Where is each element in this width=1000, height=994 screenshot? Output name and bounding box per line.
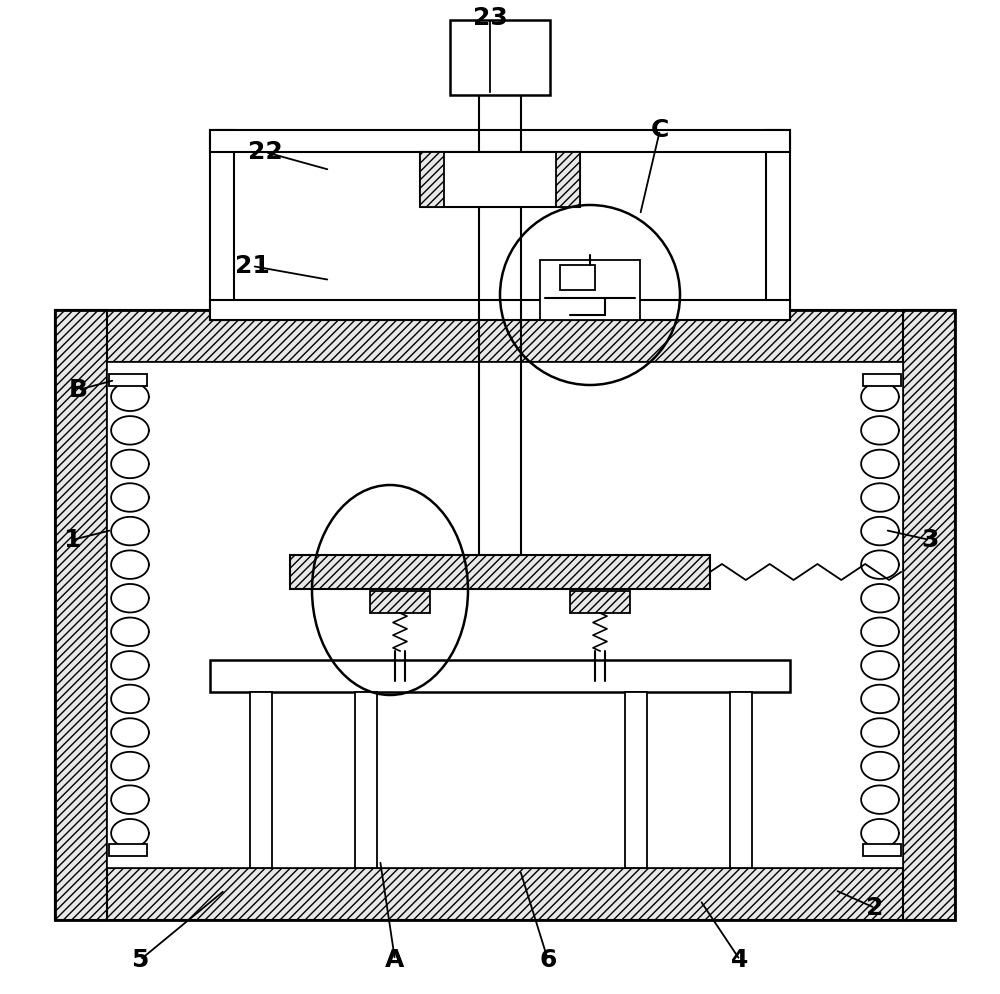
Bar	[109, 374, 147, 386]
Text: 23: 23	[473, 6, 507, 30]
Text: 5: 5	[131, 948, 149, 972]
Bar	[540, 260, 640, 320]
Bar	[625, 692, 647, 868]
Bar	[420, 152, 444, 207]
Bar	[863, 844, 901, 856]
Text: 2: 2	[866, 896, 884, 920]
Bar	[250, 692, 272, 868]
Bar	[290, 555, 710, 589]
Bar	[210, 300, 790, 320]
Bar	[109, 844, 147, 856]
Text: 6: 6	[539, 948, 557, 972]
Text: 1: 1	[63, 528, 81, 552]
Bar	[730, 692, 752, 868]
Text: C: C	[651, 118, 669, 142]
Bar	[903, 310, 955, 920]
Bar	[55, 310, 955, 920]
Text: B: B	[69, 378, 88, 402]
Bar	[210, 130, 790, 152]
Bar	[560, 265, 595, 290]
Bar	[370, 591, 430, 613]
Bar	[450, 20, 550, 95]
Bar	[55, 868, 955, 920]
Bar	[766, 130, 790, 320]
Bar	[107, 362, 903, 868]
Text: 3: 3	[921, 528, 939, 552]
Bar	[210, 660, 790, 692]
Text: 22: 22	[248, 140, 282, 164]
Bar	[55, 310, 955, 362]
Bar	[570, 591, 630, 613]
Text: 4: 4	[731, 948, 749, 972]
Text: A: A	[385, 948, 405, 972]
Bar	[556, 152, 580, 207]
Bar	[420, 152, 580, 207]
Bar	[863, 374, 901, 386]
Bar	[355, 692, 377, 868]
Bar	[55, 310, 107, 920]
Bar	[210, 130, 234, 320]
Text: 21: 21	[235, 254, 269, 278]
